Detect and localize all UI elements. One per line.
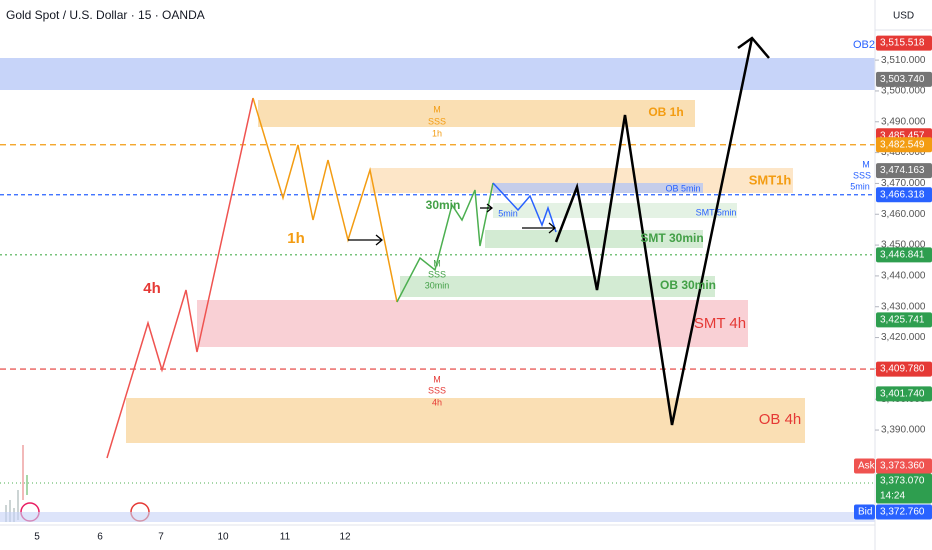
zone-ob-4h <box>126 398 805 443</box>
label-sss: SSS <box>428 269 446 279</box>
path-1h <box>252 97 398 303</box>
x-tick-label: 10 <box>217 532 229 543</box>
label-m: M <box>433 374 441 384</box>
y-tick-label: 3,500.000 <box>881 86 926 97</box>
x-tick-label: 11 <box>280 532 291 543</box>
y-tick-label: 3,490.000 <box>881 116 926 127</box>
price-tag <box>876 386 932 402</box>
price-tag-label: 3,466.318 <box>880 189 925 200</box>
price-tag-label: 3,401.740 <box>880 388 925 399</box>
path-4h <box>106 97 254 459</box>
label-ob-30min: OB 30min <box>660 278 716 292</box>
y-tick-label: 3,450.000 <box>881 240 926 251</box>
zone-smt-5min <box>493 203 737 218</box>
label-m: M <box>433 104 441 114</box>
x-tick-label: 7 <box>158 532 164 543</box>
y-tick-label: 3,390.000 <box>881 425 926 436</box>
label-sss: SSS <box>428 385 446 395</box>
label-smt-5min: SMT 5min <box>696 207 737 217</box>
chart-title: Gold Spot / U.S. Dollar · 15 · OANDA <box>6 8 205 22</box>
price-tag-label: 3,425.741 <box>880 315 925 326</box>
price-tag <box>876 35 932 51</box>
label-sss: SSS <box>853 170 871 180</box>
label-ob-4h: OB 4h <box>759 411 802 428</box>
price-tag-label: 3,474.163 <box>880 165 925 176</box>
price-tag <box>876 504 932 520</box>
zone-smt-30min <box>485 230 703 248</box>
label-smt-4h: SMT 4h <box>694 315 746 332</box>
y-tick-label: 3,420.000 <box>881 332 926 343</box>
y-tick-label: 3,460.000 <box>881 209 926 220</box>
label-4h: 4h <box>143 280 161 297</box>
price-tag <box>876 361 932 377</box>
x-tick-label: 6 <box>97 532 103 543</box>
label-5min: 5min <box>498 208 518 218</box>
price-lines <box>0 144 875 370</box>
x-tick-label: 12 <box>339 532 351 543</box>
price-tag-label: 3,482.549 <box>880 139 925 150</box>
label-1h: 1h <box>287 230 305 247</box>
price-tag-label: 3,373.360 <box>880 461 925 472</box>
currency-label: USD <box>893 11 914 22</box>
ask-box <box>854 458 875 474</box>
y-tick-label: 3,510.000 <box>881 55 926 66</box>
small-arrows <box>348 203 557 246</box>
path-30min <box>396 182 494 303</box>
price-tag-label: 3,372.760 <box>880 507 925 518</box>
y-tick-label: 3,440.000 <box>881 271 926 282</box>
zone-ob2 <box>0 58 875 90</box>
price-tag-label: 3,503.740 <box>880 74 925 85</box>
label-tf: 30min <box>425 280 450 290</box>
label-smt-30min: SMT 30min <box>640 231 703 245</box>
x-tick-label: 5 <box>34 532 40 543</box>
ask-label: Ask <box>858 461 876 472</box>
label-m: M <box>433 258 441 268</box>
label-tf: 5min <box>850 181 870 191</box>
label-ob-1h: OB 1h <box>648 105 683 119</box>
price-tag-label: 3,515.518 <box>880 38 925 49</box>
label-30min: 30min <box>426 198 461 212</box>
price-tag <box>876 247 932 263</box>
bid-box <box>854 504 875 520</box>
label-m: M <box>862 159 870 169</box>
bid-label: Bid <box>858 507 872 518</box>
zone-ob-1h <box>258 100 695 127</box>
countdown: 14:24 <box>880 491 905 502</box>
arrow-head <box>737 36 770 59</box>
price-tag-label: 3,409.780 <box>880 364 925 375</box>
price-tag <box>876 163 932 179</box>
y-tick-label: 3,430.000 <box>881 301 926 312</box>
zone-ob-30min <box>400 276 715 297</box>
price-tag-label: 3,373.070 <box>880 476 925 487</box>
bid-band <box>0 512 875 522</box>
price-tag <box>876 458 932 474</box>
label-ob2: OB2 <box>853 39 875 51</box>
price-tag <box>876 473 932 504</box>
zone-smt-4h <box>197 300 748 347</box>
y-tick-label: 3,480.000 <box>881 147 926 158</box>
label-smt-1h: SMT1h <box>749 172 792 187</box>
label-tf: 4h <box>432 397 442 407</box>
y-tick-label: 3,470.000 <box>881 178 926 189</box>
price-tag-label: 3,446.841 <box>880 249 925 260</box>
label-ob-5min: OB 5min <box>665 183 700 193</box>
path-5min <box>492 182 557 233</box>
price-tag <box>876 137 932 153</box>
price-tag <box>876 71 932 87</box>
price-tag <box>876 312 932 328</box>
price-tag-label: 3,485.457 <box>880 130 925 141</box>
label-sss: SSS <box>428 116 446 126</box>
label-tf: 1h <box>432 128 442 138</box>
zone-ob-5min <box>493 183 703 193</box>
path-projection <box>554 37 754 426</box>
price-tag <box>876 187 932 203</box>
